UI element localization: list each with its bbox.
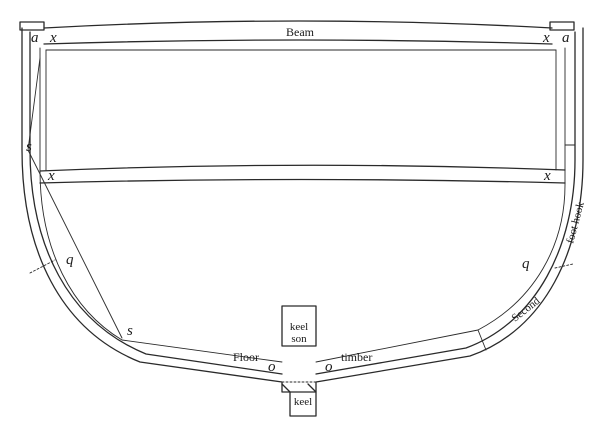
ceiling-line	[39, 47, 566, 363]
upper-beam-top	[43, 20, 553, 29]
keelson-label-top: keel	[290, 321, 308, 333]
letter-o-right: o	[325, 359, 333, 375]
lower-beam-top	[39, 164, 566, 172]
right-scarf-dash	[554, 263, 574, 269]
lower-beam-bottom	[39, 178, 566, 184]
letter-q-left: q	[66, 252, 74, 268]
letter-x-lower-left: x	[47, 168, 55, 184]
left-scarf-dash	[29, 259, 56, 274]
hull-inner-line	[29, 31, 576, 375]
letter-x-upper-right: x	[542, 30, 550, 46]
keelson-label-bottom: son	[291, 333, 307, 345]
letter-a-left: a	[31, 30, 39, 46]
keel-label: keel	[294, 396, 312, 408]
timber-label: timber	[341, 350, 372, 364]
left-post-cap	[19, 21, 45, 31]
letter-x-lower-right: x	[543, 168, 551, 184]
letter-s-upper: s	[26, 139, 32, 155]
upper-beam-bottom	[43, 39, 553, 45]
letter-o-left: o	[268, 359, 276, 375]
floor-label: Floor	[233, 350, 259, 364]
beam-label: Beam	[286, 25, 315, 39]
right-post-cap	[549, 21, 575, 31]
letter-q-right: q	[522, 256, 530, 272]
letter-a-right: a	[562, 30, 570, 46]
hull-outer-line	[21, 27, 584, 393]
left-rider-diagonal	[27, 149, 123, 339]
floor-butt-line	[477, 329, 487, 351]
letter-x-upper-left: x	[49, 30, 57, 46]
keel	[281, 383, 317, 417]
letter-s-lower: s	[127, 323, 133, 339]
left-rider-upper	[27, 57, 41, 151]
